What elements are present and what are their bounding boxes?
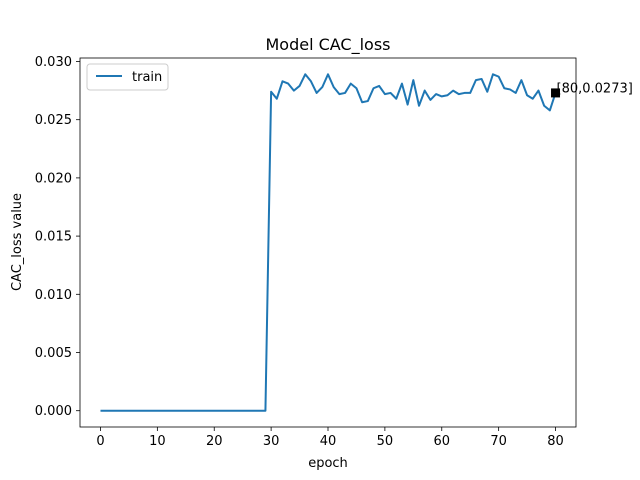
annotation-label: [80,0.0273] bbox=[557, 81, 633, 96]
chart-title: Model CAC_loss bbox=[265, 35, 390, 55]
x-tick-label: 0 bbox=[96, 434, 104, 449]
x-tick-label: 20 bbox=[206, 434, 223, 449]
legend-label-train: train bbox=[132, 70, 162, 85]
x-axis: 0 10 20 30 40 50 60 70 80 bbox=[96, 427, 564, 449]
y-axis-label: CAC_loss value bbox=[10, 193, 25, 291]
x-axis-label: epoch bbox=[308, 456, 348, 471]
x-tick-label: 10 bbox=[149, 434, 166, 449]
y-tick-label: 0.000 bbox=[35, 404, 72, 419]
x-tick-label: 80 bbox=[547, 434, 564, 449]
x-tick-label: 70 bbox=[490, 434, 507, 449]
y-tick-label: 0.015 bbox=[35, 230, 72, 245]
y-tick-label: 0.025 bbox=[35, 113, 72, 128]
legend-box bbox=[86, 63, 169, 91]
x-tick-label: 50 bbox=[377, 434, 394, 449]
y-tick-label: 0.020 bbox=[35, 171, 72, 186]
x-tick-label: 30 bbox=[263, 434, 280, 449]
x-tick-label: 60 bbox=[433, 434, 450, 449]
x-tick-label: 40 bbox=[320, 434, 337, 449]
y-tick-label: 0.030 bbox=[35, 55, 72, 70]
series-line-train bbox=[100, 73, 557, 412]
y-tick-label: 0.005 bbox=[35, 346, 72, 361]
annotation-marker bbox=[551, 88, 561, 98]
y-axis: 0.000 0.005 0.010 0.015 0.020 0.025 0.030 bbox=[35, 55, 80, 419]
y-tick-label: 0.010 bbox=[35, 288, 72, 303]
annotation-layer: [80,0.0273] bbox=[551, 81, 633, 98]
series-layer bbox=[100, 73, 557, 412]
legend: train bbox=[86, 63, 169, 91]
